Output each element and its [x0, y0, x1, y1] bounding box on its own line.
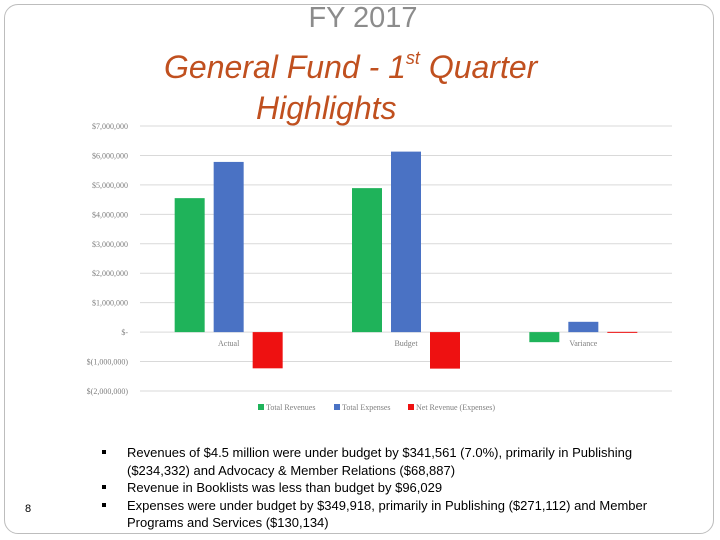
- legend-label: Net Revenue (Expenses): [416, 403, 495, 412]
- legend-label: Total Revenues: [266, 403, 315, 412]
- bar-total-revenues: [529, 332, 560, 343]
- slide-title-highlights: Highlights: [256, 90, 397, 126]
- bar-total-revenues: [174, 198, 205, 333]
- title-superscript: st: [405, 48, 420, 68]
- y-tick-label: $1,000,000: [92, 299, 128, 308]
- bar-net-revenue-expenses: [430, 332, 460, 369]
- page-number: 8: [25, 503, 32, 515]
- legend-label: Total Expenses: [342, 403, 391, 412]
- highlight-item: Expenses were under budget by $349,918, …: [98, 497, 658, 532]
- y-tick-label: $(2,000,000): [87, 387, 129, 396]
- bar-total-expenses: [391, 151, 421, 333]
- bar-net-revenue-expenses: [607, 331, 638, 333]
- bar-total-revenues: [352, 188, 382, 333]
- legend-swatch: [408, 404, 414, 410]
- legend-swatch: [258, 404, 264, 410]
- highlights-list: Revenues of $4.5 million were under budg…: [98, 444, 658, 532]
- highlight-item: Revenue in Booklists was less than budge…: [98, 479, 658, 497]
- bar-chart: $(2,000,000) $(1,000,000) $- $1,000,000 $2,0…: [87, 122, 672, 412]
- bar-total-expenses: [213, 161, 244, 333]
- highlight-item: Revenues of $4.5 million were under budg…: [98, 444, 658, 479]
- y-tick-label: $6,000,000: [92, 151, 128, 160]
- x-category-label: Actual: [218, 339, 240, 348]
- title-tail-text: Quarter: [419, 49, 538, 85]
- x-category-label: Budget: [394, 339, 418, 348]
- y-axis-tick-labels: $(2,000,000) $(1,000,000) $- $1,000,000 $2,0…: [87, 122, 129, 396]
- y-tick-label: $-: [121, 328, 128, 337]
- legend-swatch: [334, 404, 340, 410]
- y-tick-label: $5,000,000: [92, 181, 128, 190]
- bar-net-revenue-expenses: [252, 332, 283, 369]
- x-axis-category-labels: Actual Budget Variance: [218, 339, 598, 348]
- slide-frame: [4, 4, 714, 534]
- slide-title-main: General Fund - 1st Quarter: [164, 48, 537, 86]
- title-main-text: General Fund - 1: [164, 49, 406, 85]
- y-tick-label: $3,000,000: [92, 240, 128, 249]
- bar-total-expenses: [568, 321, 599, 333]
- x-category-label: Variance: [569, 339, 597, 348]
- y-tick-label: $7,000,000: [92, 122, 128, 131]
- chart-bars: [174, 151, 638, 369]
- chart-legend: Total Revenues Total Expenses Net Revenue …: [258, 403, 495, 412]
- y-tick-label: $2,000,000: [92, 269, 128, 278]
- slide-title-year: FY 2017: [308, 2, 418, 34]
- y-tick-label: $(1,000,000): [87, 358, 129, 367]
- y-tick-label: $4,000,000: [92, 210, 128, 219]
